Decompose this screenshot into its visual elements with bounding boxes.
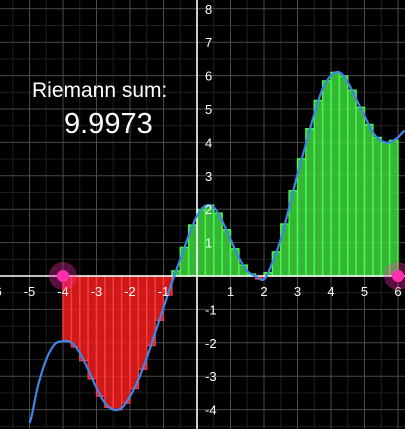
riemann-rectangle-positive (372, 136, 382, 277)
y-tick-label: 7 (205, 35, 212, 50)
x-tick-label: 4 (327, 284, 334, 299)
x-tick-label: -4 (57, 284, 69, 299)
y-tick-label: 4 (205, 135, 212, 150)
riemann-rectangle-positive (321, 80, 332, 277)
y-tick-label: 8 (205, 2, 212, 17)
interval-handles[interactable] (49, 262, 405, 290)
y-tick-label: 1 (205, 236, 212, 251)
handle-dot (392, 270, 404, 282)
x-tick-label: -6 (0, 284, 2, 299)
interval-end-handle[interactable] (384, 262, 405, 290)
x-tick-label: -3 (91, 284, 103, 299)
y-tick-label: -1 (205, 302, 217, 317)
riemann-rectangle-positive (305, 128, 315, 277)
function-curve (28, 70, 405, 424)
x-tick-label: 1 (227, 284, 234, 299)
y-tick-label: 2 (205, 202, 212, 217)
riemann-rectangle-positive (338, 75, 349, 277)
x-tick-label: -1 (158, 284, 170, 299)
riemann-rectangle-positive (296, 158, 307, 277)
riemann-sum-label: Riemann sum: (32, 79, 168, 102)
riemann-rectangle-positive (355, 106, 366, 277)
x-tick-label: 6 (394, 284, 401, 299)
riemann-rectangle-positive (380, 141, 391, 277)
y-tick-label: 3 (205, 169, 212, 184)
y-tick-label: 5 (205, 102, 212, 117)
function-curve-group (28, 70, 405, 424)
riemann-rectangle-positive (271, 251, 282, 277)
riemann-rectangle-positive (363, 123, 374, 277)
riemann-rectangle-positive (313, 99, 324, 277)
interval-start-handle[interactable] (49, 262, 77, 290)
tick-labels: -6 -5 -4 -3 -2 -1 1 2 3 4 5 6 -4 -3 -2 -1 1 2 3 4 5 6 7 8 (0, 2, 402, 418)
riemann-rectangle-positive (347, 89, 357, 277)
riemann-rectangle-negative (112, 275, 123, 411)
y-tick-label: -2 (205, 336, 217, 351)
riemann-rectangle-negative (79, 275, 89, 362)
riemann-rectangle-negative (70, 275, 81, 348)
y-tick-label: 6 (205, 69, 212, 84)
riemann-rectangle-positive (179, 246, 190, 277)
riemann-rectangle-negative (137, 275, 148, 370)
riemann-rectangle-positive (330, 71, 341, 277)
riemann-rectangle-negative (104, 275, 114, 409)
riemann-rectangle-positive (388, 139, 399, 277)
x-tick-label: -2 (124, 284, 136, 299)
riemann-sum-value: 9.9973 (64, 108, 153, 140)
x-tick-label: 3 (294, 284, 301, 299)
x-tick-label: 2 (260, 284, 267, 299)
handle-dot (57, 270, 69, 282)
x-tick-label: 5 (361, 284, 368, 299)
y-tick-label: -4 (205, 403, 217, 418)
x-tick-label: -5 (24, 284, 36, 299)
riemann-rectangle-positive (213, 212, 223, 277)
y-tick-label: -3 (205, 369, 217, 384)
